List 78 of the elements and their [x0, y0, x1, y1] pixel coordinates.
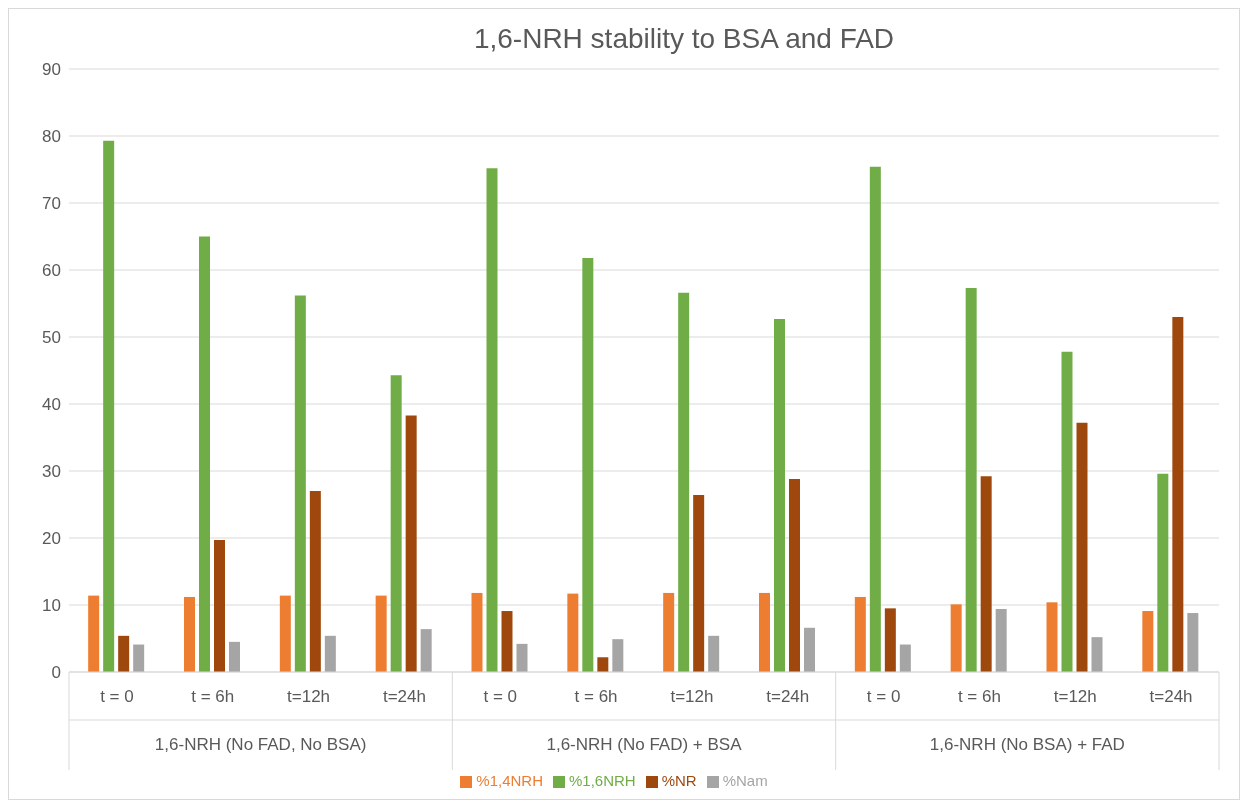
bar [199, 236, 210, 672]
bar [980, 476, 992, 672]
x-tick-label: t = 6h [191, 687, 235, 706]
bar [663, 592, 675, 672]
bar [693, 495, 705, 672]
bar [501, 611, 513, 672]
x-tick-label: t = 6h [574, 687, 618, 706]
text: 1,6-NRH (No BSA) + FAD [929, 735, 1125, 754]
x-tick-label: t = 0 [866, 687, 901, 706]
bar [1172, 316, 1184, 672]
bar [471, 592, 483, 672]
legend-label: %1,6NRH [568, 772, 636, 789]
bar [375, 595, 387, 672]
bar [1187, 613, 1199, 672]
bar [1157, 473, 1169, 672]
x-tick-label: t=12h [287, 687, 331, 706]
y-tick-label: 80 [42, 127, 61, 147]
bar [309, 491, 321, 672]
bar [869, 166, 881, 672]
bar [708, 635, 720, 672]
chart-title: 1,6-NRH stability to BSA and FAD [472, 22, 896, 56]
bar [405, 415, 417, 672]
y-tick-label: 0 [51, 663, 61, 683]
bar [88, 595, 100, 672]
bar [324, 635, 336, 672]
bar [486, 168, 498, 672]
y-tick-label: 90 [42, 60, 61, 80]
bar [184, 596, 195, 672]
bar [103, 140, 115, 672]
y-tick-label: 50 [42, 328, 61, 348]
bar [759, 592, 770, 672]
bar [1061, 351, 1073, 672]
bar [789, 479, 800, 672]
bar [214, 540, 225, 672]
x-tick-label: t = 0 [483, 687, 518, 706]
text: 1,6-NRH (No FAD) + BSA [546, 735, 743, 754]
bar [804, 627, 815, 672]
bar [390, 375, 402, 672]
bar [854, 596, 866, 672]
y-tick-label: 10 [42, 596, 61, 616]
bar [1076, 422, 1088, 672]
legend-label: %NR [661, 772, 697, 789]
text: 1,6-NRH (No FAD, No BSA) [154, 735, 367, 754]
bar [678, 292, 690, 672]
bar [774, 318, 785, 672]
x-tick-label: t=24h [1149, 687, 1193, 706]
x-tick-label: t = 0 [100, 687, 134, 706]
bar [516, 643, 528, 672]
bar [118, 635, 130, 672]
bar [612, 639, 624, 672]
legend-label: %Nam [722, 772, 768, 789]
bar [899, 644, 911, 672]
bar [294, 295, 306, 672]
bar [279, 595, 291, 672]
x-tick-label: t=24h [766, 687, 810, 706]
y-tick-label: 70 [42, 194, 61, 214]
legend-label: %1,4NRH [476, 772, 543, 789]
x-tick-label: t=24h [382, 687, 426, 706]
bar [1091, 637, 1103, 672]
bar [1046, 602, 1058, 672]
bar [420, 629, 432, 672]
bar [965, 288, 977, 672]
bar [884, 608, 896, 672]
bar [1142, 611, 1154, 672]
bar [229, 641, 240, 672]
x-tick-label: t = 6h [957, 687, 1001, 706]
bar [950, 604, 962, 672]
x-tick-label: t=12h [1053, 687, 1097, 706]
y-tick-label: 30 [42, 462, 61, 482]
y-tick-label: 20 [42, 529, 61, 549]
y-tick-label: 40 [42, 395, 61, 415]
bar [133, 644, 145, 672]
y-tick-label: 60 [42, 261, 61, 281]
bar [995, 609, 1007, 672]
bar [567, 593, 579, 672]
bar [597, 657, 609, 672]
bar [582, 257, 594, 672]
x-tick-label: t=12h [670, 687, 714, 706]
